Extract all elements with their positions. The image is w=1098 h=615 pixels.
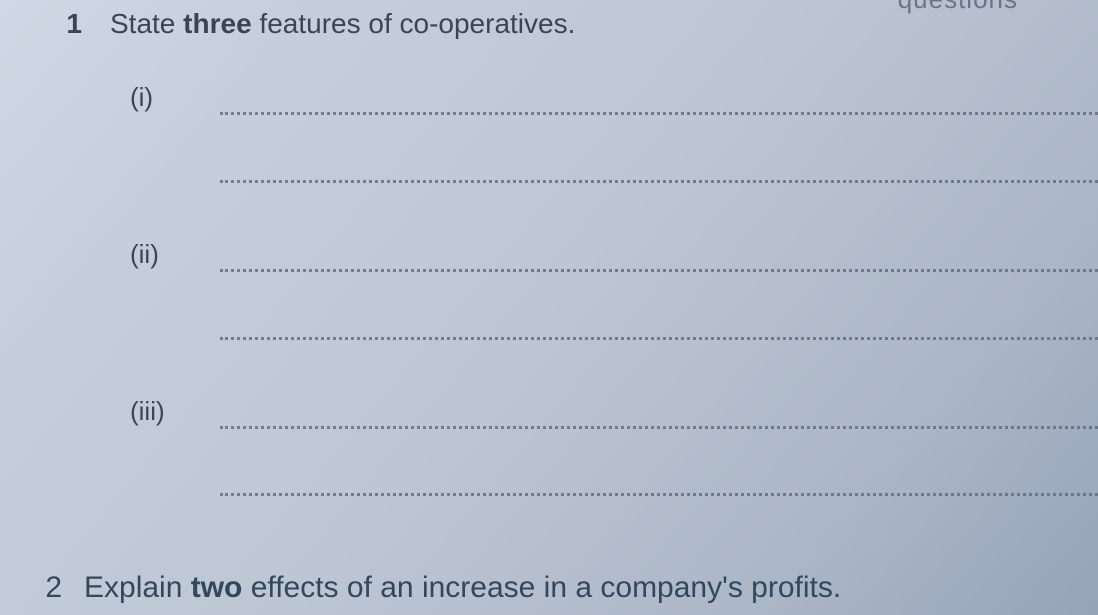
question-1-number: 1 bbox=[0, 8, 110, 40]
question-2: 2 Explain two effects of an increase in … bbox=[0, 568, 841, 607]
answer-item-ii-line2 bbox=[0, 322, 1098, 340]
question-2-text: Explain two effects of an increase in a … bbox=[84, 568, 841, 607]
answer-item-ii: (ii) bbox=[0, 239, 1098, 272]
roman-iii: (iii) bbox=[130, 396, 220, 429]
answer-item-iii: (iii) bbox=[0, 396, 1098, 429]
answer-item-i-line2 bbox=[0, 165, 1098, 183]
answer-line bbox=[220, 165, 1098, 183]
question-2-number: 2 bbox=[0, 571, 62, 605]
question-1-prefix: State bbox=[110, 8, 183, 39]
question-2-suffix: effects of an increase in a company's pr… bbox=[242, 571, 841, 604]
roman-ii: (ii) bbox=[130, 239, 220, 272]
roman-i: (i) bbox=[130, 82, 220, 115]
answer-line bbox=[220, 322, 1098, 340]
answer-line bbox=[220, 479, 1098, 497]
answer-item-i: (i) bbox=[0, 82, 1098, 115]
header-cutoff-text: questions bbox=[898, 0, 1018, 15]
question-2-prefix: Explain bbox=[84, 571, 191, 604]
answer-item-iii-line2 bbox=[0, 479, 1098, 497]
answer-line bbox=[220, 411, 1098, 429]
answer-line bbox=[220, 98, 1098, 116]
question-2-bold: two bbox=[191, 571, 243, 604]
exam-page: questions 1 State three features of co-o… bbox=[0, 0, 1098, 615]
question-1-bold: three bbox=[183, 8, 251, 39]
question-1-text: State three features of co-operatives. bbox=[110, 6, 575, 42]
answer-line bbox=[220, 254, 1098, 272]
answer-block: (i) (ii) (iii) bbox=[0, 82, 1098, 496]
question-1-suffix: features of co-operatives. bbox=[252, 8, 576, 39]
